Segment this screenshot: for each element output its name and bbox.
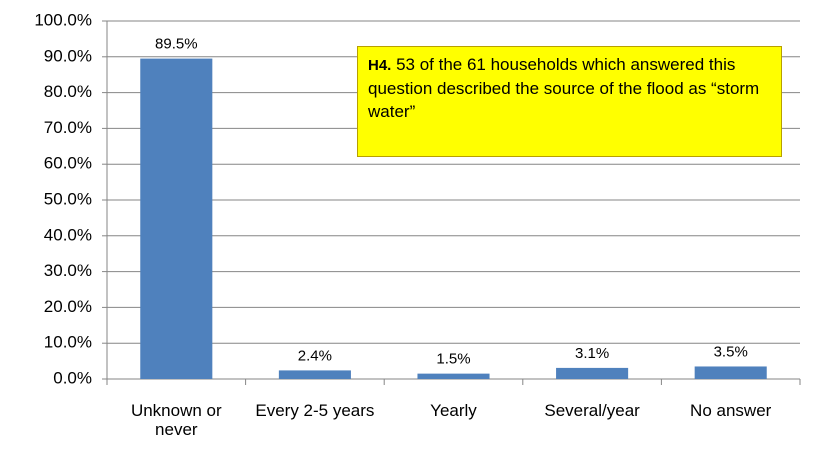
- x-tick-label: Yearly: [430, 401, 477, 420]
- y-tick-label: 30.0%: [44, 261, 92, 280]
- data-label: 3.5%: [714, 343, 748, 360]
- y-tick-label: 50.0%: [44, 189, 92, 208]
- y-tick-label: 80.0%: [44, 82, 92, 101]
- data-label: 1.5%: [436, 351, 470, 368]
- data-label: 2.4%: [298, 347, 332, 364]
- x-tick-label: Several/year: [544, 401, 640, 420]
- y-tick-label: 40.0%: [44, 225, 92, 244]
- y-tick-label: 0.0%: [53, 368, 92, 387]
- y-tick-label: 100.0%: [34, 10, 92, 29]
- y-tick-label: 20.0%: [44, 297, 92, 316]
- annotation-box: H4. 53 of the 61 households which answer…: [357, 46, 782, 157]
- y-tick-label: 10.0%: [44, 333, 92, 352]
- bar: [140, 58, 213, 380]
- x-tick-label: Every 2-5 years: [255, 401, 375, 420]
- bar: [556, 367, 629, 379]
- bar: [694, 366, 767, 379]
- x-tick-label: No answer: [690, 401, 772, 420]
- bar: [417, 373, 490, 379]
- data-label: 89.5%: [155, 36, 198, 53]
- data-label: 3.1%: [575, 345, 609, 362]
- y-tick-label: 90.0%: [44, 46, 92, 65]
- y-tick-label: 60.0%: [44, 154, 92, 173]
- annotation-label: H4.: [368, 57, 392, 74]
- x-tick-label: Unknown or never: [130, 401, 222, 439]
- y-tick-label: 70.0%: [44, 118, 92, 137]
- bar: [278, 370, 351, 379]
- annotation-text: 53 of the 61 households which answered t…: [368, 55, 760, 121]
